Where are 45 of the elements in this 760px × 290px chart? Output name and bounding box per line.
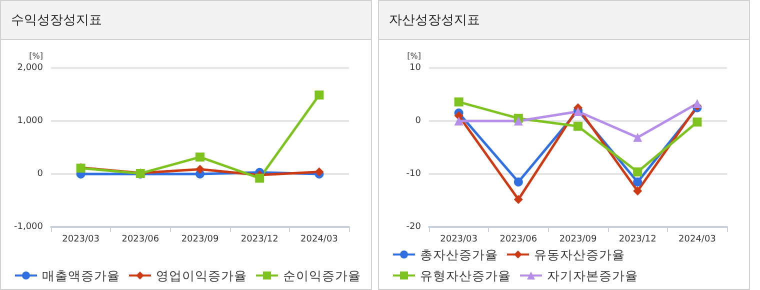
point xyxy=(514,177,523,186)
point xyxy=(692,117,702,126)
legend-label: 유형자산증가율 xyxy=(420,268,511,283)
point xyxy=(633,177,642,186)
point xyxy=(454,97,464,106)
x-tick-label: 2023/06 xyxy=(500,234,538,244)
point xyxy=(633,186,642,196)
y-tick-label: 1,000 xyxy=(17,116,44,126)
x-tick-label: 2023/12 xyxy=(240,234,278,244)
point xyxy=(514,194,523,204)
point xyxy=(692,98,702,108)
y-tick-label: -10 xyxy=(406,168,422,179)
x-tick-label: 2024/03 xyxy=(300,234,338,244)
x-tick-label: 2023/09 xyxy=(559,234,597,244)
x-tick-label: 2023/09 xyxy=(181,234,219,244)
y-tick-label: -1,000 xyxy=(14,222,44,232)
x-tick-label: 2023/06 xyxy=(122,234,160,244)
y-tick-label: 0 xyxy=(37,168,44,179)
y-tick-label: 10 xyxy=(410,62,422,73)
legend-label: 유동자산증가율 xyxy=(534,246,625,262)
y-axis-title: [%] xyxy=(407,51,421,60)
chart-title: 자산성장성지표 xyxy=(379,1,749,40)
point xyxy=(514,116,523,126)
y-tick-label: 0 xyxy=(415,116,422,126)
point xyxy=(255,174,264,183)
point xyxy=(196,152,204,162)
point xyxy=(196,164,204,174)
legend-label: 총자산증가율 xyxy=(420,246,498,262)
chart-title: 수익성장성지표 xyxy=(1,1,371,40)
y-tick-label: -20 xyxy=(406,222,422,232)
x-tick-label: 2023/03 xyxy=(440,234,478,244)
x-tick-label: 2023/12 xyxy=(618,234,656,244)
legend-label: 매출액증가율 xyxy=(42,268,120,283)
point xyxy=(633,132,642,142)
y-tick-label: 2,000 xyxy=(17,62,44,73)
point xyxy=(454,116,464,126)
x-tick-label: 2024/03 xyxy=(678,234,716,244)
legend-label: 영업이익증가율 xyxy=(156,268,247,283)
point xyxy=(314,90,324,100)
y-axis-title: [%] xyxy=(29,51,43,60)
legend-label: 자기자본증가율 xyxy=(547,268,638,283)
point xyxy=(574,122,582,131)
x-tick-label: 2023/03 xyxy=(62,234,100,244)
point xyxy=(633,167,642,176)
legend-label: 순이익증가율 xyxy=(283,268,361,283)
